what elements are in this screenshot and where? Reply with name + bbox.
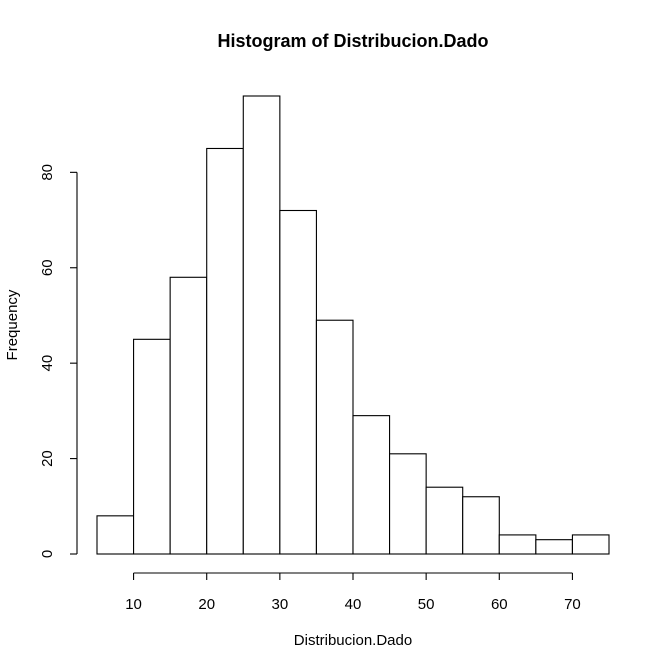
x-tick-label-40: 40 — [345, 596, 362, 613]
x-tick-label-70: 70 — [564, 596, 581, 613]
histogram-bar-70-75 — [571, 534, 610, 555]
histogram-bar-35-40 — [315, 319, 354, 555]
histogram-bar-45-50 — [389, 453, 427, 555]
histogram-bar-60-65 — [498, 534, 537, 555]
y-axis: 0 20 40 60 80 — [39, 164, 78, 558]
x-tick-label-20: 20 — [198, 596, 215, 613]
x-axis: 10 20 30 40 50 60 70 — [125, 572, 581, 613]
chart-title: Histogram of Distribucion.Dado — [217, 31, 488, 51]
y-tick-label-40: 40 — [39, 355, 56, 372]
y-tick-label-20: 20 — [39, 450, 56, 467]
histogram-bar-10-15 — [133, 338, 171, 555]
histogram-bar-15-20 — [169, 276, 208, 555]
x-axis-label: Distribucion.Dado — [294, 632, 412, 649]
histogram-bar-20-25 — [206, 147, 244, 555]
y-tick-label-60: 60 — [39, 259, 56, 276]
x-tick-label-50: 50 — [418, 596, 435, 613]
x-tick-label-10: 10 — [125, 596, 142, 613]
x-tick-label-30: 30 — [272, 596, 289, 613]
y-axis-label: Frequency — [4, 289, 21, 360]
histogram-bar-30-35 — [279, 209, 317, 555]
y-tick-label-80: 80 — [39, 164, 56, 181]
histogram-bar-40-45 — [352, 415, 391, 555]
histogram-bar-5-10 — [96, 515, 135, 555]
histogram-bar-25-30 — [242, 95, 281, 555]
histogram-bar-55-60 — [462, 496, 500, 555]
bars-group — [96, 95, 610, 555]
histogram-bar-50-55 — [425, 486, 464, 555]
x-tick-label-60: 60 — [491, 596, 508, 613]
y-tick-label-0: 0 — [39, 550, 56, 558]
histogram-bar-65-70 — [535, 539, 573, 555]
